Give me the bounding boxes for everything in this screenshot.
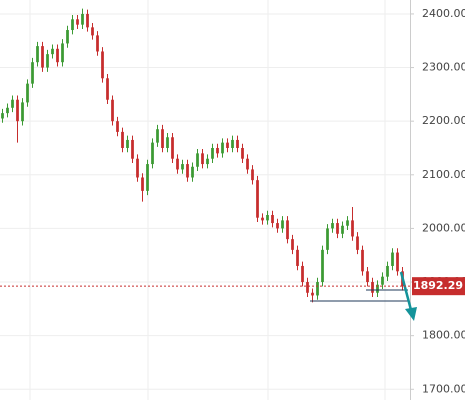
candle-body <box>1 113 4 119</box>
candle-body <box>396 252 399 272</box>
candle-body <box>216 147 219 154</box>
candle-body <box>231 139 234 148</box>
candle-body <box>141 177 144 191</box>
candle-body <box>251 169 254 181</box>
candle-body <box>176 158 179 170</box>
candle-body <box>331 223 334 229</box>
candle-body <box>361 249 364 272</box>
candle-body <box>296 249 299 266</box>
candle-body <box>326 228 329 250</box>
candle-body <box>146 164 149 191</box>
candle-body <box>311 292 314 296</box>
y-tick-label: 1700.00 <box>422 382 465 395</box>
arrow-head <box>405 307 417 321</box>
candle-body <box>66 30 69 44</box>
candle-body <box>306 282 309 293</box>
y-tick-label: 2200.00 <box>422 114 465 127</box>
candle-body <box>26 83 29 103</box>
candle-body <box>136 158 139 178</box>
candle-body <box>301 265 304 283</box>
candle-body <box>36 46 39 63</box>
candle-body <box>6 107 9 114</box>
candle-body <box>171 137 174 159</box>
candle-body <box>386 265 389 277</box>
candle-body <box>46 54 49 68</box>
candle-body <box>316 282 319 296</box>
candle-body <box>211 147 214 159</box>
candle-body <box>31 62 34 84</box>
candle-body <box>336 223 339 234</box>
y-tick-label: 1800.00 <box>422 329 465 342</box>
candle-body <box>256 180 259 218</box>
candle-body <box>181 164 184 170</box>
candle-body <box>276 223 279 229</box>
candle-body <box>41 46 44 68</box>
candle-body <box>86 13 89 28</box>
candle-body <box>126 139 129 148</box>
candle-body <box>151 142 154 165</box>
candle-body <box>166 137 169 148</box>
y-tick-label: 2300.00 <box>422 61 465 74</box>
candle-body <box>156 129 159 143</box>
candle-body <box>321 249 324 283</box>
candle-body <box>366 271 369 283</box>
candle-body <box>206 158 209 165</box>
candle-body <box>341 225 344 234</box>
candle-body <box>191 166 194 178</box>
y-tick-label: 2400.00 <box>422 7 465 20</box>
candle-body <box>356 236 359 250</box>
candle-body <box>81 13 84 25</box>
candle-body <box>286 220 289 240</box>
last-price-label: 1892.29 <box>413 279 463 292</box>
candle-body <box>76 19 79 25</box>
candle-body <box>51 48 54 55</box>
candle-body <box>266 215 269 221</box>
candle-body <box>11 99 14 108</box>
candle-body <box>111 99 114 122</box>
candle-body <box>56 48 59 63</box>
candle-body <box>281 220 284 229</box>
candle-body <box>201 153 204 165</box>
candle-body <box>376 284 379 293</box>
candle-body <box>161 129 164 148</box>
candle-body <box>221 142 224 154</box>
candle-body <box>391 252 394 266</box>
candle-body <box>116 121 119 132</box>
candle-body <box>261 217 264 221</box>
candle-body <box>96 35 99 52</box>
candle-body <box>16 99 19 122</box>
candle-body <box>246 158 249 170</box>
candle-body <box>131 139 134 159</box>
candle-body <box>61 43 64 63</box>
candle-body <box>106 78 109 100</box>
y-tick-label: 2100.00 <box>422 168 465 181</box>
candle-body <box>381 276 384 285</box>
candle-body <box>291 239 294 250</box>
candle-body <box>186 164 189 178</box>
candle-body <box>371 282 374 293</box>
candle-body <box>196 153 199 167</box>
candle-body <box>121 131 124 148</box>
candle-body <box>21 102 24 122</box>
candle-body <box>91 27 94 36</box>
candle-body <box>101 51 104 79</box>
candle-body <box>271 215 274 224</box>
candle-body <box>241 147 244 159</box>
candle-body <box>351 220 354 237</box>
y-tick-label: 2000.00 <box>422 221 465 234</box>
candle-body <box>346 220 349 226</box>
candle-body <box>226 142 229 148</box>
candle-body <box>71 19 74 31</box>
arrow <box>399 271 413 311</box>
candle-body <box>236 139 239 148</box>
last-price-box <box>412 277 465 296</box>
